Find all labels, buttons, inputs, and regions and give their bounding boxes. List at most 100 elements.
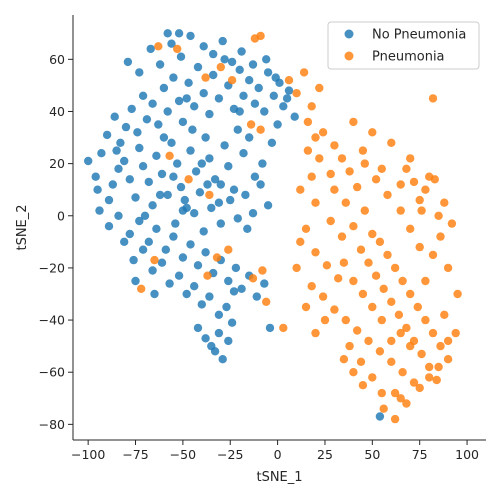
point-pneumonia-13 — [203, 271, 212, 280]
point-pneumonia-75 — [379, 404, 388, 413]
point-no-pneumonia-99 — [224, 276, 233, 286]
point-no-pneumonia-129 — [256, 180, 265, 189]
point-no-pneumonia-13 — [152, 151, 161, 160]
point-no-pneumonia-74 — [176, 52, 186, 61]
point-pneumonia-93 — [406, 154, 415, 163]
point-no-pneumonia-45 — [174, 96, 184, 106]
point-pneumonia-111 — [311, 328, 320, 338]
point-pneumonia-16 — [248, 274, 258, 283]
point-no-pneumonia-83 — [271, 73, 280, 82]
point-pneumonia-14 — [212, 253, 222, 262]
point-no-pneumonia-33 — [110, 112, 119, 121]
point-no-pneumonia-29 — [229, 185, 239, 194]
point-pneumonia-90 — [447, 219, 457, 228]
point-pneumonia-59 — [432, 375, 441, 385]
point-no-pneumonia-78 — [218, 36, 227, 46]
point-no-pneumonia-63 — [263, 68, 273, 77]
point-pneumonia-36 — [360, 206, 369, 215]
point-pneumonia-121 — [443, 336, 453, 346]
point-no-pneumonia-2 — [97, 149, 106, 158]
point-no-pneumonia-60 — [250, 99, 260, 108]
point-no-pneumonia-40 — [148, 99, 157, 108]
point-no-pneumonia-72 — [155, 60, 165, 69]
point-pneumonia-98 — [453, 289, 462, 299]
point-pneumonia-125 — [417, 206, 426, 215]
point-no-pneumonia-25 — [210, 175, 220, 184]
point-pneumonia-10 — [205, 190, 214, 200]
point-no-pneumonia-84 — [95, 206, 104, 215]
point-no-pneumonia-42 — [159, 83, 169, 93]
y-tick-label: 40 — [49, 104, 65, 119]
point-pneumonia-19 — [279, 323, 288, 333]
point-no-pneumonia-37 — [133, 128, 142, 137]
point-pneumonia-34 — [353, 182, 362, 192]
point-pneumonia-119 — [425, 373, 434, 382]
x-tick-label: −75 — [122, 447, 148, 462]
point-pneumonia-126 — [402, 164, 411, 173]
point-no-pneumonia-22 — [195, 188, 205, 197]
point-no-pneumonia-143 — [245, 133, 254, 142]
point-pneumonia-122 — [421, 276, 430, 286]
point-pneumonia-35 — [341, 198, 350, 207]
point-no-pneumonia-155 — [235, 107, 244, 116]
point-pneumonia-74 — [402, 399, 411, 408]
point-pneumonia-44 — [390, 263, 400, 273]
legend-marker-no-pneumonia — [344, 29, 354, 39]
point-pneumonia-67 — [353, 326, 362, 335]
point-no-pneumonia-54 — [220, 55, 229, 64]
point-no-pneumonia-139 — [178, 206, 188, 215]
point-no-pneumonia-114 — [197, 300, 206, 309]
point-pneumonia-79 — [345, 341, 354, 351]
point-no-pneumonia-71 — [146, 44, 155, 54]
point-pneumonia-136 — [421, 185, 430, 194]
point-no-pneumonia-28 — [224, 162, 233, 171]
point-pneumonia-133 — [406, 341, 415, 351]
point-no-pneumonia-6 — [120, 156, 129, 166]
point-no-pneumonia-36 — [127, 104, 136, 114]
point-pneumonia-65 — [330, 305, 339, 314]
point-pneumonia-40 — [375, 237, 385, 246]
point-no-pneumonia-16 — [167, 138, 176, 147]
point-no-pneumonia-14 — [157, 169, 167, 179]
point-no-pneumonia-89 — [144, 237, 153, 246]
point-no-pneumonia-88 — [135, 216, 144, 226]
point-no-pneumonia-61 — [254, 83, 263, 93]
point-pneumonia-48 — [406, 289, 415, 299]
point-pneumonia-120 — [434, 362, 443, 372]
point-no-pneumonia-107 — [138, 245, 148, 254]
legend-label-pneumonia: Pneumonia — [372, 50, 445, 65]
point-pneumonia-127 — [358, 289, 368, 299]
point-no-pneumonia-162 — [265, 323, 275, 333]
point-no-pneumonia-117 — [222, 302, 231, 312]
point-no-pneumonia-27 — [220, 141, 229, 150]
point-pneumonia-18 — [262, 297, 271, 306]
point-no-pneumonia-75 — [186, 31, 195, 41]
point-no-pneumonia-38 — [138, 91, 148, 101]
point-pneumonia-25 — [299, 68, 309, 77]
point-no-pneumonia-154 — [243, 224, 252, 233]
point-no-pneumonia-10 — [138, 162, 148, 171]
x-tick-label: 50 — [364, 447, 380, 462]
point-no-pneumonia-161 — [375, 412, 385, 421]
point-no-pneumonia-66 — [279, 102, 288, 111]
y-tick-label: 60 — [49, 52, 65, 67]
point-no-pneumonia-51 — [205, 109, 214, 119]
point-no-pneumonia-115 — [205, 292, 214, 301]
point-no-pneumonia-147 — [150, 289, 159, 299]
point-pneumonia-8 — [165, 151, 174, 160]
x-axis-title: tSNE_1 — [256, 470, 302, 485]
point-no-pneumonia-157 — [169, 172, 178, 181]
point-pneumonia-46 — [398, 276, 407, 286]
point-pneumonia-135 — [430, 175, 439, 184]
point-pneumonia-42 — [383, 250, 392, 260]
point-no-pneumonia-1 — [91, 172, 100, 181]
point-no-pneumonia-141 — [188, 125, 197, 134]
point-pneumonia-131 — [368, 302, 377, 312]
point-no-pneumonia-50 — [199, 89, 208, 98]
point-pneumonia-12 — [137, 284, 146, 293]
point-no-pneumonia-73 — [167, 39, 176, 48]
point-pneumonia-38 — [368, 229, 377, 239]
point-no-pneumonia-30 — [233, 125, 242, 134]
